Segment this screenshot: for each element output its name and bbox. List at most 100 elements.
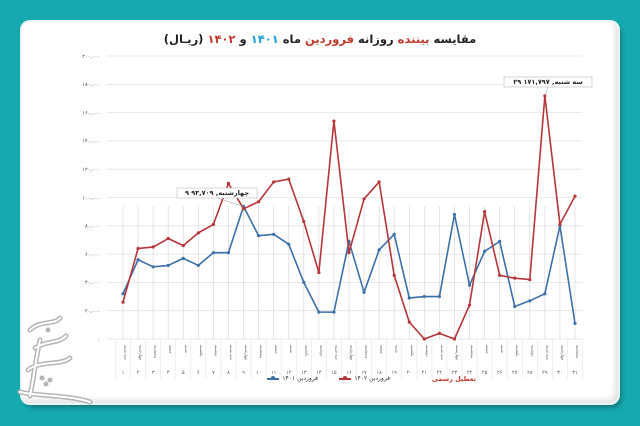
x-weekday-label: سه شنبه	[229, 345, 234, 360]
legend-label-1402: فروردین ۱۴۰۲	[354, 375, 390, 382]
data-point	[317, 310, 321, 314]
chart-legend: فروردین ۱۴۰۱ فروردین ۱۴۰۲ تعطیل رسمی	[22, 375, 618, 389]
data-point	[302, 280, 306, 284]
x-day-label: ۳۱	[572, 370, 577, 376]
legend-item-1401: فروردین ۱۴۰۱	[267, 375, 318, 382]
x-weekday-label: پنجشنبه	[259, 345, 264, 358]
y-tick-label: ۱۲۰,۰۰۰	[82, 167, 100, 173]
data-point	[181, 244, 185, 248]
x-day-label: ۲۸	[527, 370, 533, 376]
x-weekday-label: یکشنبه	[515, 345, 520, 356]
legend-label-1401: فروردین ۱۴۰۱	[282, 375, 318, 382]
data-point	[498, 273, 502, 277]
callout-leader	[216, 197, 244, 207]
x-day-label: ۹	[242, 370, 245, 376]
data-point	[287, 242, 291, 246]
data-point	[226, 181, 231, 185]
data-point	[211, 222, 215, 226]
data-point	[528, 299, 532, 303]
x-weekday-label: چهارشنبه	[350, 345, 355, 361]
data-point	[362, 290, 366, 294]
x-weekday-label: دوشنبه	[319, 345, 324, 357]
x-day-label: ۱۵	[331, 370, 337, 376]
x-day-label: ۷	[212, 370, 215, 376]
x-day-label: ۱۸	[376, 370, 382, 376]
y-tick-label: ۲۰۰,۰۰۰	[82, 54, 100, 60]
data-point	[302, 219, 306, 224]
x-weekday-label: یکشنبه	[199, 345, 204, 356]
data-point	[151, 245, 155, 249]
x-weekday-label: سه شنبه	[545, 345, 550, 360]
legend-holiday: تعطیل رسمی	[432, 375, 476, 383]
title-text: روزانه	[354, 32, 398, 46]
title-text: و	[235, 32, 251, 46]
data-point	[181, 256, 185, 260]
data-point	[392, 273, 396, 277]
data-point	[166, 263, 170, 268]
data-point	[467, 283, 472, 287]
x-day-label: ۱۱	[271, 370, 276, 376]
legend-holiday-label: تعطیل رسمی	[431, 375, 476, 383]
x-weekday-label: شنبه	[500, 345, 505, 354]
x-day-label: ۸	[227, 370, 230, 376]
x-day-label: ۱۲	[286, 370, 292, 376]
x-weekday-label: جمعه	[380, 345, 385, 354]
x-day-label: ۱۳	[301, 370, 307, 376]
data-point	[528, 277, 532, 282]
x-weekday-label: دوشنبه	[425, 345, 430, 357]
y-tick-label: ۰	[97, 337, 100, 343]
x-day-label: ۲۴	[467, 370, 473, 376]
data-point	[573, 321, 577, 326]
y-tick-label: ۱۸۰,۰۰۰	[82, 82, 100, 88]
y-tick-label: ۱۶۰,۰۰۰	[82, 110, 100, 116]
x-weekday-label: پنجشنبه	[576, 345, 581, 358]
title-highlight-viewer: بیننده	[397, 32, 430, 46]
data-point	[347, 251, 351, 255]
legend-swatch-1401	[267, 376, 280, 380]
x-weekday-label: چهارشنبه	[455, 345, 460, 361]
data-point	[257, 234, 261, 238]
x-day-label: ۱۹	[392, 370, 398, 376]
x-weekday-label: دوشنبه	[214, 345, 219, 357]
chart-title: مقایسه بیننده روزانه فروردین ماه ۱۴۰۱ و …	[22, 32, 618, 46]
x-weekday-label: سه شنبه	[124, 345, 129, 360]
x-weekday-label: چهارشنبه	[560, 345, 565, 361]
x-day-label: ۲۲	[437, 370, 443, 376]
x-weekday-label: چهارشنبه	[139, 345, 144, 361]
title-unit: (ریـال)	[163, 32, 208, 46]
brand-logo-icon	[17, 315, 93, 405]
data-point	[483, 210, 487, 214]
data-point	[392, 232, 396, 236]
annotation-day29-box	[503, 76, 593, 88]
data-point	[332, 119, 336, 123]
data-point	[241, 207, 246, 211]
x-day-label: ۱۷	[361, 370, 367, 376]
x-day-label: ۳	[152, 370, 155, 376]
data-point	[437, 294, 441, 299]
data-point	[452, 337, 457, 341]
title-highlight-month: فروردین	[305, 32, 355, 46]
data-point	[211, 251, 215, 255]
title-year-1401: ۱۴۰۱	[250, 32, 279, 46]
y-tick-label: ۱۴۰,۰۰۰	[82, 139, 100, 145]
x-day-label: ۱۶	[346, 370, 352, 376]
data-point	[407, 296, 411, 300]
y-tick-label: ۸۰,۰۰۰	[85, 224, 100, 230]
legend-item-1402: فروردین ۱۴۰۲	[339, 375, 390, 382]
x-weekday-label: یکشنبه	[410, 345, 415, 356]
x-day-label: ۲	[137, 370, 140, 376]
data-point	[513, 304, 517, 309]
data-point	[422, 337, 426, 341]
data-point	[196, 231, 200, 235]
data-point	[121, 292, 125, 296]
data-point	[377, 180, 381, 184]
x-weekday-label: جمعه	[485, 345, 490, 354]
x-weekday-label: چهارشنبه	[244, 345, 249, 361]
data-point	[166, 236, 170, 241]
annotation-day29: ۲۹ سه شنبه, ۱۷۱,۷۹۷	[513, 78, 582, 86]
x-weekday-label: دوشنبه	[530, 345, 535, 357]
x-day-label: ۲۰	[407, 370, 412, 376]
data-point	[573, 194, 577, 198]
data-point	[226, 251, 231, 255]
data-point	[452, 212, 457, 217]
